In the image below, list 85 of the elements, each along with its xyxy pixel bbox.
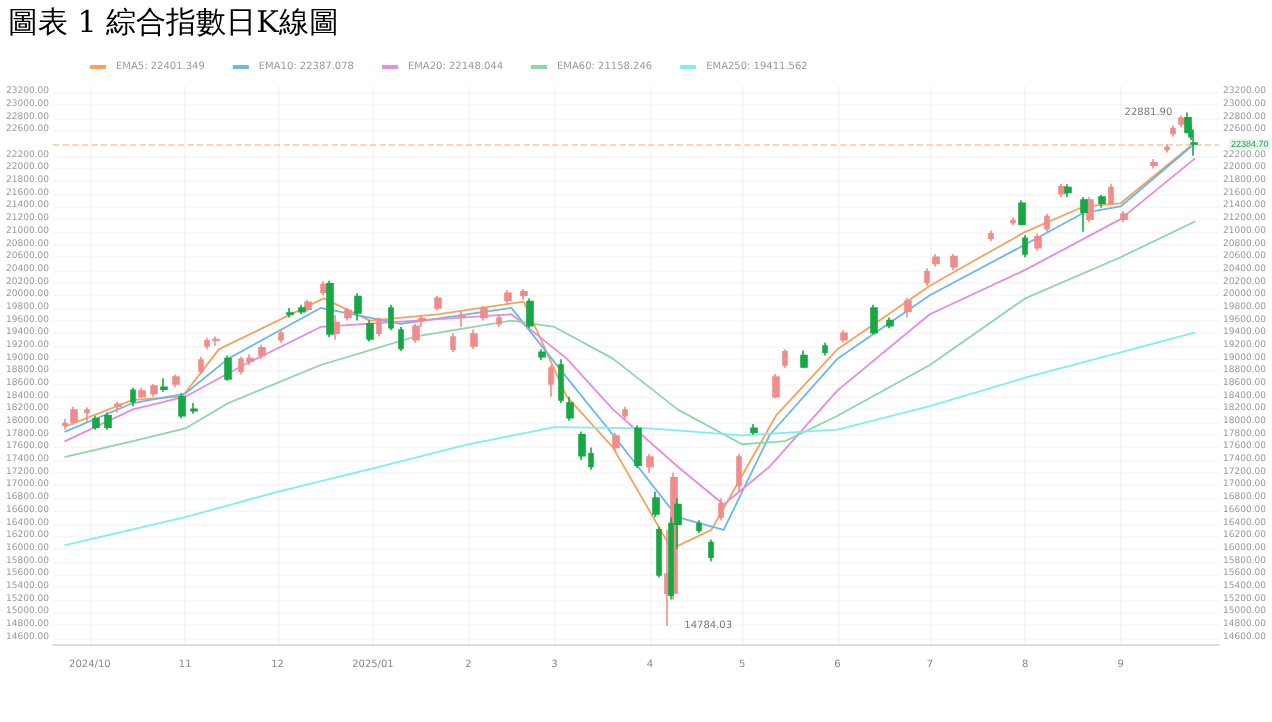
candlestick [800, 349, 808, 369]
candlestick [258, 343, 266, 360]
candlestick [114, 400, 122, 414]
candlestick [1086, 196, 1094, 224]
candlestick [1044, 213, 1050, 233]
candlestick [298, 303, 306, 316]
candlestick [1178, 114, 1186, 129]
candlestick [622, 406, 628, 420]
line-series [64, 331, 1196, 546]
candlestick [150, 383, 158, 398]
candlestick [782, 348, 788, 369]
candlestick [398, 326, 404, 352]
candlestick [286, 307, 294, 319]
candlestick [772, 373, 780, 400]
candlestick [1150, 158, 1158, 170]
candlestick [332, 314, 340, 341]
candlestick [656, 525, 662, 579]
candlestick [496, 313, 502, 328]
candlestick [366, 319, 374, 343]
candlestick [212, 335, 220, 347]
candlestick [1064, 183, 1072, 198]
candlestick [138, 387, 146, 399]
candlestick [470, 328, 478, 350]
candlestick [84, 406, 90, 423]
candlestick [354, 292, 362, 322]
candlestick [450, 332, 456, 354]
candlestick [1098, 194, 1106, 209]
candlestick [172, 373, 180, 388]
candlestick [950, 253, 958, 271]
candlestick [504, 289, 512, 305]
candlestick [104, 411, 112, 431]
candlestick [190, 402, 198, 415]
candlestick [612, 432, 620, 452]
candlestick [932, 253, 940, 268]
candlestick [652, 491, 660, 518]
candlestick [1058, 182, 1066, 198]
candlestick [70, 406, 78, 426]
candlestick [388, 303, 394, 331]
candlestick [304, 298, 312, 313]
chart-title: 圖表 1 綜合指數日K線圖 [8, 4, 339, 42]
candlestick [708, 538, 714, 563]
candlestick [840, 329, 848, 344]
candlestick [904, 296, 912, 319]
candlestick [822, 342, 828, 357]
candlestick [696, 519, 702, 534]
candlestick [520, 288, 528, 301]
candlestick [62, 418, 68, 431]
candlestick [886, 316, 894, 330]
candlestick [750, 423, 758, 436]
candlestick [1170, 124, 1176, 138]
candlestick [1022, 234, 1028, 258]
candlestick [344, 307, 352, 322]
candlestick [736, 452, 742, 493]
candlestick [326, 279, 334, 338]
candlestick [160, 377, 168, 393]
candlestick [526, 297, 534, 330]
candlestick [988, 229, 994, 243]
candlestick [412, 322, 420, 344]
candlestick [558, 358, 564, 404]
candlestick [646, 452, 654, 474]
candlestick [1108, 182, 1114, 206]
candlestick [870, 303, 878, 336]
candlestick [1164, 143, 1170, 154]
candlestick [1010, 216, 1016, 227]
candlestick [458, 310, 466, 328]
candlestick [1034, 232, 1042, 252]
candlestick [718, 497, 724, 522]
candlestick [634, 424, 642, 469]
candlestick [130, 387, 136, 408]
candlestick [1018, 199, 1026, 226]
candlestick [1080, 196, 1088, 233]
line-series [64, 220, 1196, 458]
candlestick [198, 355, 204, 376]
candlestick [224, 354, 232, 382]
candlestick [480, 305, 488, 322]
candlestick [924, 267, 930, 287]
candlestick [548, 364, 554, 398]
candlestick [538, 348, 546, 361]
candlestick [178, 392, 186, 420]
candlestick [434, 295, 442, 312]
candlestick [92, 414, 100, 431]
candlestick [1120, 210, 1128, 224]
candlestick [376, 316, 382, 338]
candlestick [566, 395, 574, 422]
candlestick [278, 329, 284, 344]
